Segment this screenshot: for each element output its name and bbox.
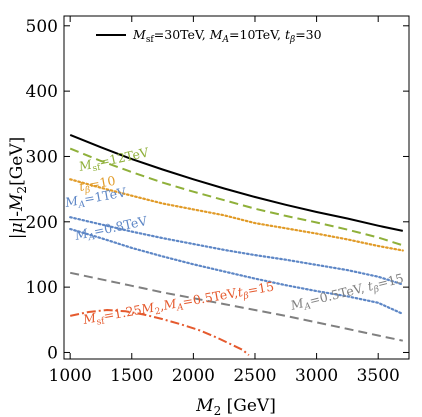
series-line-1 [69, 147, 404, 247]
axis-ticks: 1000 1500 2000 2500 3000 3500 0 100 200 300 400 500 [26, 16, 409, 386]
series-line-6 [69, 308, 250, 356]
y-tick-label: 300 [26, 147, 58, 167]
annotation-ma-1: MA=1TeV [63, 184, 129, 213]
series-line-2 [69, 178, 404, 252]
series-line-5 [69, 271, 404, 342]
series-lines [69, 133, 404, 356]
plot-frame [63, 15, 410, 360]
x-tick-label: 3500 [357, 366, 400, 386]
y-tick-label: 400 [26, 82, 58, 102]
legend-label: Msf=30TeV, MA=10TeV, tβ=30 [132, 27, 322, 45]
y-tick-label: 500 [26, 17, 58, 37]
legend: Msf=30TeV, MA=10TeV, tβ=30 [96, 27, 322, 45]
y-tick-label: 200 [26, 213, 58, 233]
x-tick-label: 2500 [233, 366, 276, 386]
series-line-0 [69, 133, 404, 232]
x-tick-label: 3000 [295, 366, 338, 386]
y-tick-label: 0 [47, 343, 58, 363]
y-axis-title: |μ|-M2[GeV] [7, 137, 29, 240]
annotation-msf-125m2: Msf=1.25M2,MA=0.5TeV,tβ=15 [81, 279, 276, 330]
x-tick-label: 1000 [49, 366, 92, 386]
series-line-4 [69, 227, 404, 315]
x-tick-label: 1500 [110, 366, 153, 386]
y-tick-label: 100 [26, 278, 58, 298]
x-tick-label: 2000 [172, 366, 215, 386]
annotation-tb-10: tβ=10 [78, 173, 117, 197]
series-line-3 [69, 216, 404, 286]
x-axis-title: M2 [GeV] [195, 396, 276, 417]
